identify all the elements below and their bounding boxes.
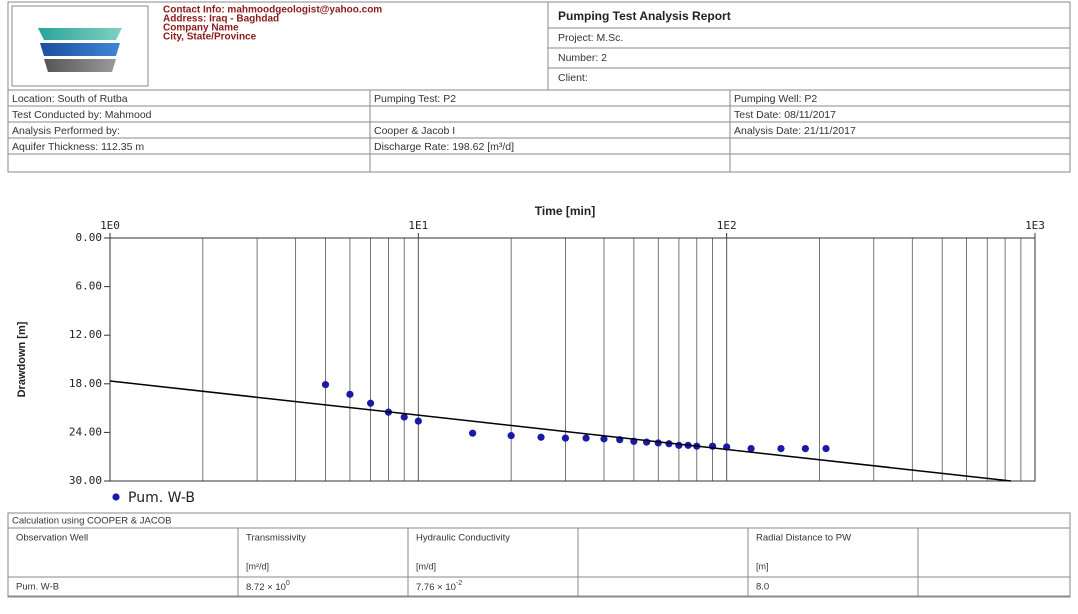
exponent: -2 xyxy=(456,580,462,587)
report-title: Pumping Test Analysis Report xyxy=(558,9,731,23)
data-point xyxy=(801,445,809,453)
data-point xyxy=(777,445,785,453)
y-tick-label: 12.00 xyxy=(69,328,102,341)
info-cell: Analysis Performed by: xyxy=(12,125,120,137)
contact-line: City, State/Province xyxy=(163,32,257,43)
results-header: Observation Well xyxy=(16,533,88,544)
results-header: Radial Distance to PW xyxy=(756,533,851,544)
y-tick-label: 30.00 xyxy=(69,474,102,487)
y-tick-label: 6.00 xyxy=(76,280,103,293)
results-header: Transmissivity xyxy=(246,533,306,544)
exponent: 0 xyxy=(286,580,290,587)
results-value: 8.0 xyxy=(756,582,769,593)
contact-line: Address: Iraq - Baghdad xyxy=(163,14,279,25)
info-cell: Test Conducted by: Mahmood xyxy=(12,109,152,121)
x-tick-label: 1E1 xyxy=(408,219,428,232)
header-field: Number: 2 xyxy=(558,52,607,64)
y-tick-label: 18.00 xyxy=(69,377,102,390)
data-point xyxy=(321,381,330,389)
fit-line xyxy=(109,380,1012,482)
data-point xyxy=(822,445,830,453)
y-tick-label: 24.00 xyxy=(69,425,102,438)
mantissa: 8.72 × 10 xyxy=(246,582,286,593)
results-value: 7.76 × 10-2 xyxy=(416,580,462,593)
data-point xyxy=(582,434,590,442)
chart-title: Time [min] xyxy=(535,204,595,218)
results-unit: [m] xyxy=(756,561,769,571)
results-frame xyxy=(7,512,1071,598)
data-point xyxy=(675,441,683,449)
info-cell: Analysis Date: 21/11/2017 xyxy=(734,125,856,137)
results-unit: [m²/d] xyxy=(246,561,269,571)
x-tick-label: 1E2 xyxy=(717,219,737,232)
info-cell: Aquifer Thickness: 112.35 m xyxy=(12,141,144,153)
chart: 1E0 1E1 1E2 1E3 0.00 6.00 12.00 18.00 24.00 30.00… xyxy=(16,204,1045,506)
results-header: Hydraulic Conductivity xyxy=(416,533,510,544)
contact-line: Contact Info: mahmoodgeologist@yahoo.com xyxy=(163,5,382,16)
info-table-frame xyxy=(7,89,1071,173)
data-point xyxy=(747,445,755,453)
data-point xyxy=(346,390,354,398)
info-cell: Pumping Well: P2 xyxy=(734,93,817,105)
info-cell: Discharge Rate: 198.62 [m³/d] xyxy=(374,141,514,153)
plot-frame xyxy=(109,237,1036,482)
x-tick-label: 1E0 xyxy=(100,219,120,232)
logo-frame xyxy=(11,5,149,87)
mantissa: 7.76 × 10 xyxy=(416,582,456,593)
info-cell: Cooper & Jacob I xyxy=(374,125,455,137)
info-cell: Location: South of Rutba xyxy=(12,93,128,105)
info-cell: Pumping Test: P2 xyxy=(374,93,456,105)
data-point xyxy=(654,439,662,447)
legend-marker xyxy=(112,493,120,501)
header-field: Client: xyxy=(558,72,588,84)
data-point xyxy=(366,399,375,407)
header-field: Project: M.Sc. xyxy=(558,32,623,44)
logo xyxy=(38,28,122,72)
y-tick-label: 0.00 xyxy=(76,231,103,244)
contact-line: Company Name xyxy=(163,23,239,34)
data-point xyxy=(507,432,515,440)
legend-label: Pum. W-B xyxy=(128,490,195,506)
info-cell: Test Date: 08/11/2017 xyxy=(734,109,836,121)
results-caption: Calculation using COOPER & JACOB xyxy=(12,516,171,527)
results-unit: [m/d] xyxy=(416,561,436,571)
data-point xyxy=(600,435,608,443)
data-point xyxy=(400,413,408,421)
data-point xyxy=(469,429,477,437)
data-point xyxy=(537,433,545,441)
results-value: 8.72 × 100 xyxy=(246,580,290,593)
x-tick-label: 1E3 xyxy=(1025,219,1045,232)
data-point xyxy=(414,417,422,425)
results-value: Pum. W-B xyxy=(16,582,59,593)
y-axis-label: Drawdown [m] xyxy=(16,321,28,397)
data-point xyxy=(561,434,570,442)
